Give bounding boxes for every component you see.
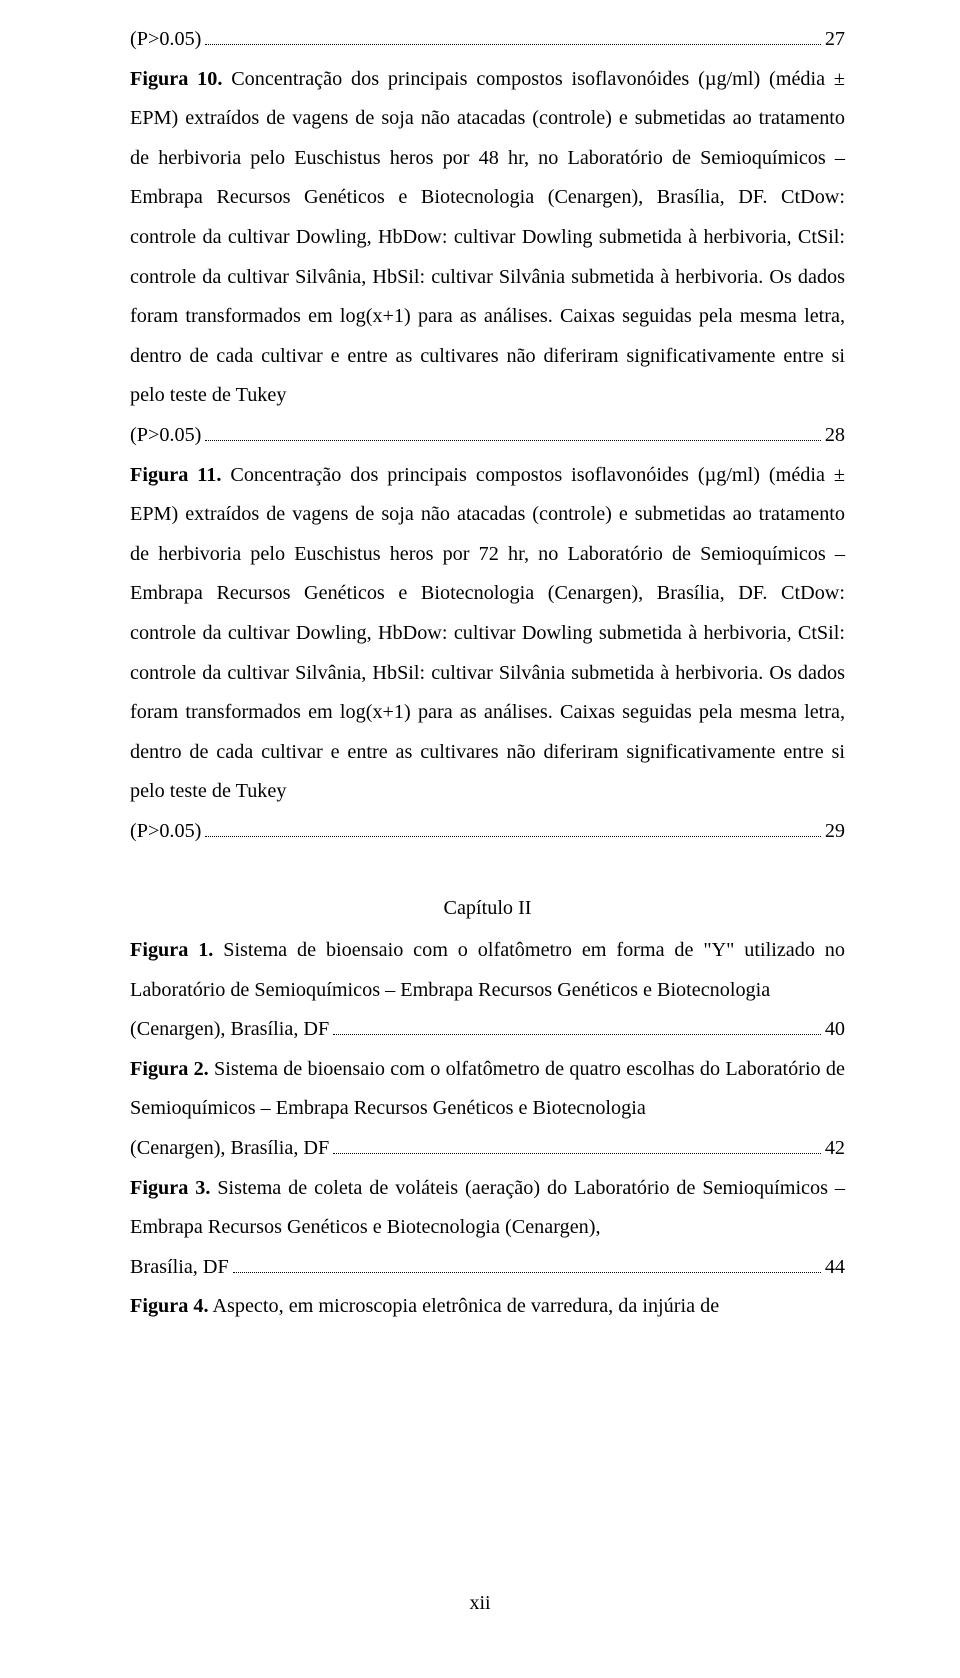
c2fig4-entry: Figura 4. Aspecto, em microscopia eletrô…: [130, 1287, 845, 1327]
c2fig4-body: Aspecto, em microscopia eletrônica de va…: [209, 1295, 720, 1317]
fig11-leader-dots: [205, 820, 820, 837]
fig9-leader-dots: [205, 28, 820, 45]
c2fig1-tail-row: (Cenargen), Brasília, DF 40: [130, 1010, 845, 1050]
c2fig3-tail-row: Brasília, DF 44: [130, 1248, 845, 1288]
fig11-tail-row: (P>0.05) 29: [130, 812, 845, 852]
c2fig3-label: Figura 3.: [130, 1177, 210, 1199]
fig10-entry: Figura 10. Concentração dos principais c…: [130, 60, 845, 416]
c2fig3-leader-dots: [233, 1256, 821, 1273]
document-page: (P>0.05) 27 Figura 10. Concentração dos …: [0, 0, 960, 1678]
c2fig1-tail-prefix: (Cenargen), Brasília, DF: [130, 1010, 329, 1050]
fig10-leader-dots: [205, 424, 820, 441]
fig10-page-number: 28: [825, 416, 845, 456]
c2fig1-entry: Figura 1. Sistema de bioensaio com o olf…: [130, 931, 845, 1010]
c2fig3-page-number: 44: [825, 1248, 845, 1288]
fig11-tail-prefix: (P>0.05): [130, 812, 201, 852]
fig10-body: Concentração dos principais compostos is…: [130, 68, 845, 407]
fig9-page-number: 27: [825, 20, 845, 60]
fig10-tail-row: (P>0.05) 28: [130, 416, 845, 456]
fig11-body: Concentração dos principais compostos is…: [130, 464, 845, 803]
c2fig4-label: Figura 4.: [130, 1295, 209, 1317]
c2fig1-page-number: 40: [825, 1010, 845, 1050]
c2fig2-tail-prefix: (Cenargen), Brasília, DF: [130, 1129, 329, 1169]
fig10-tail-prefix: (P>0.05): [130, 416, 201, 456]
fig11-label: Figura 11.: [130, 464, 221, 486]
c2fig1-body: Sistema de bioensaio com o olfatômetro e…: [130, 939, 845, 1001]
c2fig2-leader-dots: [333, 1137, 821, 1154]
fig10-label: Figura 10.: [130, 68, 222, 90]
fig9-tail-prefix: (P>0.05): [130, 20, 201, 60]
c2fig2-label: Figura 2.: [130, 1058, 209, 1080]
c2fig3-entry: Figura 3. Sistema de coleta de voláteis …: [130, 1169, 845, 1248]
c2fig2-tail-row: (Cenargen), Brasília, DF 42: [130, 1129, 845, 1169]
c2fig3-body: Sistema de coleta de voláteis (aeração) …: [130, 1177, 845, 1239]
c2fig2-entry: Figura 2. Sistema de bioensaio com o olf…: [130, 1050, 845, 1129]
c2fig3-tail-prefix: Brasília, DF: [130, 1248, 229, 1288]
c2fig1-label: Figura 1.: [130, 939, 213, 961]
c2fig2-page-number: 42: [825, 1129, 845, 1169]
page-footer-roman: xii: [0, 1584, 960, 1623]
chapter-2-heading: Capítulo II: [130, 889, 845, 929]
fig9-tail-row: (P>0.05) 27: [130, 20, 845, 60]
fig11-page-number: 29: [825, 812, 845, 852]
c2fig1-leader-dots: [333, 1018, 821, 1035]
c2fig2-body: Sistema de bioensaio com o olfatômetro d…: [130, 1058, 845, 1120]
fig11-entry: Figura 11. Concentração dos principais c…: [130, 456, 845, 812]
